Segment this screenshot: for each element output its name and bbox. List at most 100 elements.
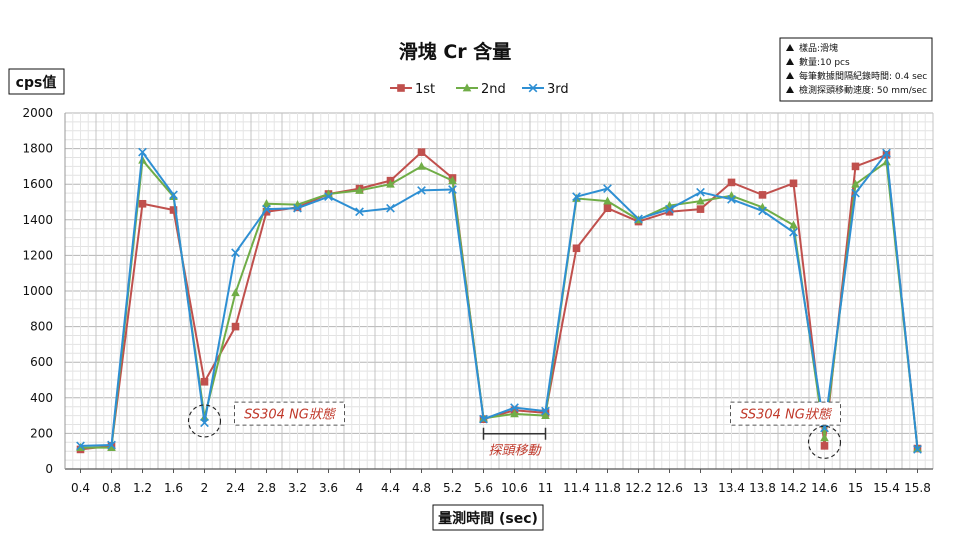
chart-title: 滑塊 Cr 含量 bbox=[399, 40, 512, 63]
data-point bbox=[696, 205, 705, 213]
data-point bbox=[138, 147, 147, 157]
x-tick-label: 4 bbox=[356, 481, 364, 495]
data-point bbox=[696, 187, 705, 197]
data-point bbox=[76, 441, 85, 451]
span-bracket bbox=[482, 427, 547, 440]
legend-label: 1st bbox=[415, 82, 435, 97]
annotation-box bbox=[234, 401, 345, 426]
info-line: 每筆數據間隔紀錄時間: 0.4 sec bbox=[799, 70, 927, 82]
x-tick-label: 12.6 bbox=[656, 481, 683, 495]
data-point bbox=[448, 185, 457, 194]
data-point bbox=[231, 322, 240, 331]
y-tick-label: 200 bbox=[30, 426, 53, 440]
data-point bbox=[386, 203, 395, 213]
y-tick-label: 400 bbox=[30, 391, 53, 405]
x-tick-label: 4.8 bbox=[412, 481, 431, 495]
data-point bbox=[572, 192, 581, 202]
data-point bbox=[665, 207, 674, 216]
data-point bbox=[417, 161, 426, 170]
data-point bbox=[789, 220, 798, 229]
plot-frame bbox=[64, 113, 933, 470]
x-tick-label: 1.2 bbox=[133, 481, 152, 495]
info-line: 樣品:滑塊 bbox=[799, 42, 838, 54]
y-axis-label: cps值 bbox=[16, 74, 57, 91]
data-point bbox=[231, 288, 240, 297]
x-tick-label: 14.6 bbox=[811, 481, 838, 495]
data-point bbox=[572, 244, 581, 253]
legend: 1st 2nd 3rd bbox=[390, 82, 569, 97]
triangle-bullet-icon bbox=[786, 44, 794, 51]
data-point bbox=[479, 414, 488, 424]
data-point bbox=[510, 409, 519, 418]
series-layer bbox=[76, 147, 922, 454]
y-tick-label: 1000 bbox=[22, 284, 53, 298]
x-tick-label: 10.6 bbox=[501, 481, 528, 495]
data-point bbox=[262, 207, 271, 216]
data-point bbox=[851, 179, 860, 188]
x-tick-label: 5.2 bbox=[443, 481, 462, 495]
x-tick-label: 13 bbox=[693, 481, 708, 495]
legend-label: 2nd bbox=[481, 82, 506, 97]
legend-swatch-marker bbox=[462, 83, 472, 92]
y-tick-label: 0 bbox=[45, 462, 53, 476]
x-axis-label-box: 量測時間 (sec) bbox=[432, 504, 544, 531]
y-tick-label: 1600 bbox=[22, 177, 53, 191]
data-point bbox=[262, 204, 271, 214]
data-point bbox=[448, 176, 457, 185]
x-tick-label: 2.4 bbox=[226, 481, 245, 495]
x-tick-label: 5.6 bbox=[474, 481, 493, 495]
data-point bbox=[417, 186, 426, 195]
data-point bbox=[324, 192, 333, 202]
legend-item-3rd: 3rd bbox=[522, 82, 569, 97]
x-tick-label: 2.8 bbox=[257, 481, 276, 495]
data-point bbox=[510, 403, 519, 412]
data-point bbox=[789, 179, 798, 188]
x-tick-label: 12.2 bbox=[625, 481, 652, 495]
annotation-text: 探頭移動 bbox=[488, 444, 542, 459]
legend-item-2nd: 2nd bbox=[456, 82, 506, 97]
data-point bbox=[913, 445, 922, 454]
data-point bbox=[262, 199, 271, 208]
data-point bbox=[138, 199, 147, 208]
x-tick-label: 3.2 bbox=[288, 481, 307, 495]
data-point bbox=[603, 204, 612, 213]
x-tick-label: 1.6 bbox=[164, 481, 183, 495]
data-point bbox=[200, 418, 209, 428]
y-tick-labels: 0 200 400 600 800 1000 1200 1400 1600 1800 2000 bbox=[22, 106, 53, 476]
y-tick-label: 2000 bbox=[22, 106, 53, 120]
data-point bbox=[727, 194, 736, 204]
data-point bbox=[789, 227, 798, 237]
data-point bbox=[355, 185, 364, 194]
data-point bbox=[758, 206, 767, 216]
data-point bbox=[169, 206, 178, 214]
annotation-text: SS304 NG狀態 bbox=[740, 408, 833, 423]
legend-swatch-marker bbox=[397, 84, 405, 92]
y-tick-label: 800 bbox=[30, 320, 53, 334]
data-point bbox=[634, 214, 643, 224]
x-tick-label: 11.8 bbox=[594, 481, 621, 495]
series-3rd bbox=[76, 147, 922, 454]
data-point bbox=[851, 188, 860, 198]
series-line bbox=[80, 151, 919, 450]
data-point bbox=[882, 148, 891, 158]
triangle-bullet-icon bbox=[786, 86, 794, 93]
data-point bbox=[355, 207, 364, 217]
y-tick-label: 1200 bbox=[22, 248, 53, 262]
data-point bbox=[727, 178, 736, 187]
data-point bbox=[820, 423, 829, 433]
annotation-box bbox=[730, 401, 841, 426]
y-tick-label: 600 bbox=[30, 355, 53, 369]
data-point bbox=[758, 191, 767, 199]
triangle-bullet-icon bbox=[786, 72, 794, 79]
x-tick-labels: 0.4 0.8 1.2 1.6 2 2.4 2.8 3.2 3.6 4 4.4 4.8 5.2 5.6 10… bbox=[71, 469, 931, 495]
data-point bbox=[107, 440, 116, 450]
y-tick-label: 1800 bbox=[22, 142, 53, 156]
data-point bbox=[293, 203, 302, 213]
data-point bbox=[231, 248, 240, 258]
legend-swatch-marker bbox=[528, 83, 538, 93]
info-line: 檢測探頭移動速度: 50 mm/sec bbox=[799, 84, 927, 96]
x-tick-label: 15 bbox=[848, 481, 863, 495]
highlight-circle bbox=[187, 404, 222, 438]
